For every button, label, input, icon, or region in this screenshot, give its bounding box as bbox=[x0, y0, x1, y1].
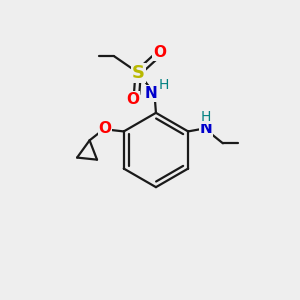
Text: O: O bbox=[98, 121, 112, 136]
Text: S: S bbox=[132, 64, 145, 82]
Text: H: H bbox=[159, 78, 169, 92]
Text: O: O bbox=[153, 45, 166, 60]
Text: N: N bbox=[145, 86, 157, 101]
Text: O: O bbox=[127, 92, 140, 107]
Text: H: H bbox=[201, 110, 211, 124]
Text: N: N bbox=[200, 121, 212, 136]
